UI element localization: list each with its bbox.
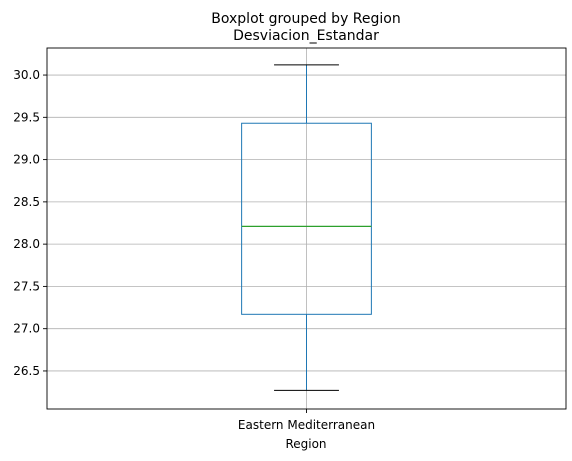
y-tick-label: 27.0 xyxy=(13,322,40,336)
iqr-box xyxy=(241,122,372,315)
y-tick-label: 30.0 xyxy=(13,68,40,82)
y-tick-label: 26.5 xyxy=(13,364,40,378)
y-tick-label: 28.5 xyxy=(13,195,40,209)
x-tick-label: Eastern Mediterranean xyxy=(238,418,375,432)
axes-layer: 26.5 27.0 27.5 28.0 28.5 29.0 29.5 30.0 Eastern … xyxy=(13,47,567,432)
box-layer xyxy=(241,64,372,391)
y-tick-label: 29.5 xyxy=(13,110,40,124)
x-axis-label: Region xyxy=(285,437,326,451)
y-tick-label: 27.5 xyxy=(13,279,40,293)
y-tick-label: 28.0 xyxy=(13,237,40,251)
grid-layer xyxy=(47,48,566,409)
y-tick-label: 29.0 xyxy=(13,153,40,167)
chart-title: Desviacion_Estandar xyxy=(233,28,379,44)
chart-suptitle: Boxplot grouped by Region xyxy=(211,11,400,27)
